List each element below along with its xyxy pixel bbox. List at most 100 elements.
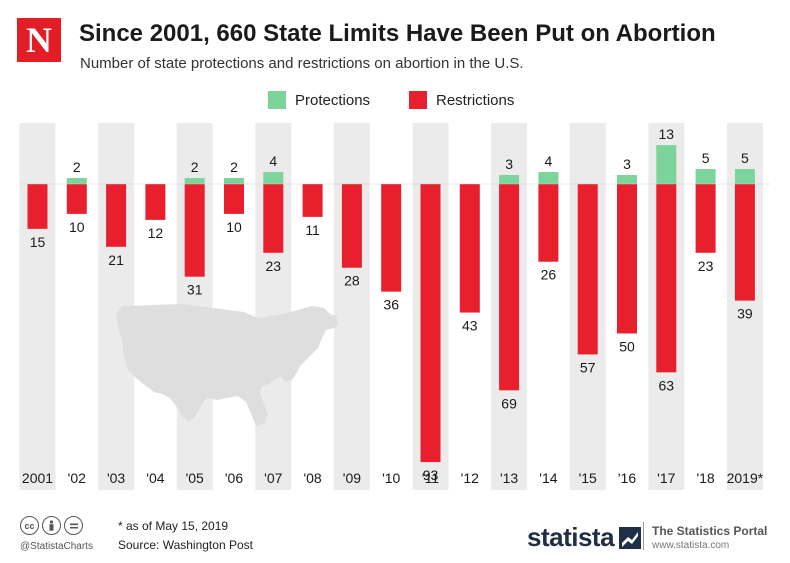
chart-area: 15 2 10 21 12 2 31 2 10 4 23 11 28 36 93 43 3 69 4 26 57 3 50 1… bbox=[19, 123, 770, 490]
protections-label-15: 3 bbox=[623, 156, 631, 172]
restrictions-label-7: 11 bbox=[305, 222, 320, 238]
legend-swatch-protections bbox=[268, 91, 286, 109]
value-labels: 15 2 10 21 12 2 31 2 10 4 23 11 28 36 93 43 3 69 4 26 57 3 50 1… bbox=[30, 126, 753, 483]
restrictions-bar-4 bbox=[184, 184, 205, 277]
protections-bar-15 bbox=[617, 175, 637, 184]
x-tick-12: '13 bbox=[500, 470, 518, 486]
restrictions-label-3: 12 bbox=[148, 225, 164, 241]
statista-handle[interactable]: @StatistaCharts bbox=[20, 541, 93, 552]
restrictions-bar-13 bbox=[538, 184, 559, 262]
protections-bar-6 bbox=[263, 172, 284, 184]
legend-item-restrictions: Restrictions bbox=[409, 91, 514, 109]
x-tick-18: 2019* bbox=[727, 470, 764, 486]
restrictions-bar-11 bbox=[459, 184, 480, 313]
restrictions-label-0: 15 bbox=[30, 234, 46, 250]
restrictions-label-10: 93 bbox=[423, 467, 439, 483]
protections-bar-4 bbox=[184, 178, 205, 184]
restrictions-bar-14 bbox=[577, 184, 598, 355]
cc-icon: cc bbox=[20, 516, 39, 535]
restrictions-bar-0 bbox=[27, 184, 48, 229]
restrictions-bar-3 bbox=[145, 184, 166, 220]
portal-divider bbox=[643, 522, 644, 550]
protections-label-6: 4 bbox=[269, 153, 277, 169]
x-tick-6: '07 bbox=[264, 470, 282, 486]
x-tick-11: '12 bbox=[461, 470, 479, 486]
x-tick-5: '06 bbox=[225, 470, 243, 486]
restrictions-label-5: 10 bbox=[226, 219, 242, 235]
restrictions-label-12: 69 bbox=[501, 395, 517, 411]
legend: Protections Restrictions bbox=[0, 91, 790, 111]
footnote: * as of May 15, 2019 bbox=[118, 519, 229, 533]
us-map-silhouette bbox=[116, 304, 338, 426]
x-tick-9: '10 bbox=[382, 470, 400, 486]
statista-logo[interactable]: statista bbox=[527, 522, 642, 553]
portal-url[interactable]: www.statista.com bbox=[652, 540, 730, 551]
restrictions-label-8: 28 bbox=[344, 273, 360, 289]
x-tick-8: '09 bbox=[343, 470, 361, 486]
protections-label-12: 3 bbox=[505, 156, 513, 172]
x-tick-16: '17 bbox=[657, 470, 675, 486]
x-tick-13: '14 bbox=[539, 470, 557, 486]
protections-label-4: 2 bbox=[191, 159, 199, 175]
protections-bar-17 bbox=[695, 169, 716, 184]
chart-subtitle: Number of state protections and restrict… bbox=[80, 55, 524, 72]
restrictions-bar-7 bbox=[302, 184, 323, 217]
protections-label-17: 5 bbox=[702, 150, 710, 166]
protections-label-13: 4 bbox=[545, 153, 553, 169]
newsweek-logo: N bbox=[17, 18, 61, 62]
source-note: Source: Washington Post bbox=[118, 538, 253, 552]
x-tick-2: '03 bbox=[107, 470, 125, 486]
restrictions-label-18: 39 bbox=[737, 306, 753, 322]
restrictions-label-4: 31 bbox=[187, 282, 203, 298]
restrictions-label-2: 21 bbox=[108, 252, 124, 268]
protections-label-1: 2 bbox=[73, 159, 81, 175]
restrictions-bar-5 bbox=[224, 184, 244, 214]
column-bg-8 bbox=[333, 123, 370, 490]
x-tick-1: '02 bbox=[68, 470, 86, 486]
x-tick-labels: 2001 '02 '03 '04 '05 '06 '07 '08 '09 '10 '11 '12 '13… bbox=[22, 470, 764, 486]
x-tick-15: '16 bbox=[618, 470, 636, 486]
restrictions-bar-15 bbox=[617, 184, 637, 334]
restrictions-bar-8 bbox=[341, 184, 362, 268]
restrictions-label-15: 50 bbox=[619, 339, 635, 355]
legend-label-restrictions: Restrictions bbox=[436, 91, 515, 109]
legend-item-protections: Protections bbox=[268, 91, 370, 109]
portal-title: The Statistics Portal bbox=[652, 524, 768, 538]
restrictions-label-14: 57 bbox=[580, 359, 596, 375]
restrictions-label-17: 23 bbox=[698, 258, 714, 274]
x-tick-7: '08 bbox=[303, 470, 321, 486]
restrictions-label-16: 63 bbox=[659, 377, 675, 393]
restrictions-label-1: 10 bbox=[69, 219, 85, 235]
x-tick-10: '11 bbox=[422, 470, 439, 486]
bars bbox=[27, 145, 755, 463]
x-tick-14: '15 bbox=[579, 470, 597, 486]
protections-bar-1 bbox=[66, 178, 87, 184]
x-tick-17: '18 bbox=[696, 470, 714, 486]
restrictions-bar-9 bbox=[381, 184, 402, 292]
protections-bar-16 bbox=[656, 145, 677, 184]
restrictions-bar-18 bbox=[734, 184, 755, 301]
restrictions-label-13: 26 bbox=[541, 267, 557, 283]
restrictions-label-6: 23 bbox=[266, 258, 282, 274]
protections-label-16: 13 bbox=[659, 126, 675, 142]
protections-bar-12 bbox=[499, 175, 520, 184]
restrictions-bar-6 bbox=[263, 184, 284, 253]
restrictions-bar-1 bbox=[66, 184, 87, 214]
legend-swatch-restrictions bbox=[409, 91, 427, 109]
column-bg-0 bbox=[19, 123, 56, 490]
restrictions-bar-2 bbox=[106, 184, 127, 247]
x-tick-4: '05 bbox=[186, 470, 204, 486]
statista-mark-icon bbox=[619, 526, 642, 549]
protections-bar-5 bbox=[224, 178, 244, 184]
restrictions-label-11: 43 bbox=[462, 318, 478, 334]
logo-letter: N bbox=[26, 20, 52, 60]
restrictions-bar-17 bbox=[695, 184, 716, 253]
attribution-icon bbox=[42, 516, 61, 535]
x-tick-3: '04 bbox=[146, 470, 164, 486]
protections-label-5: 2 bbox=[230, 159, 238, 175]
restrictions-label-9: 36 bbox=[383, 297, 399, 313]
statista-wordmark: statista bbox=[527, 522, 615, 552]
legend-label-protections: Protections bbox=[295, 91, 371, 109]
protections-label-18: 5 bbox=[741, 150, 749, 166]
x-tick-0: 2001 bbox=[22, 470, 53, 486]
